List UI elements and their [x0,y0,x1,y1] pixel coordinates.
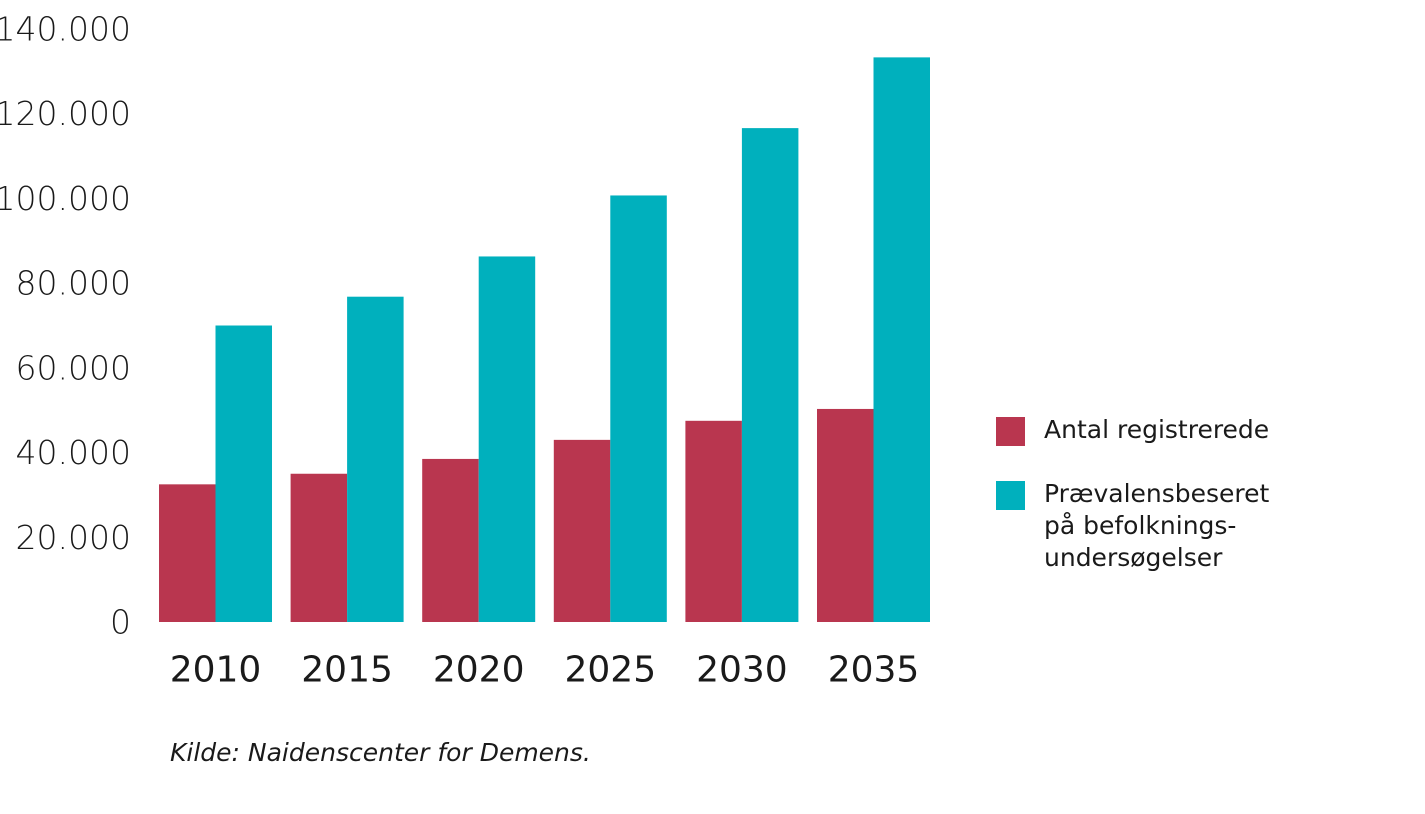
y-tick-label: 20.000 [16,518,131,557]
y-axis-ticks: 0 20.000 40.000 60.000 80.000 100.000 120.000 1… [0,10,131,642]
bar-prevalence [478,256,536,622]
x-tick-label: 2010 [170,650,262,691]
bar-registered [553,439,611,622]
x-tick-label: 2030 [696,650,788,691]
legend: Antal registrerede Prævalensbeseret på b… [996,414,1356,606]
y-tick-label: 80.000 [16,264,131,303]
legend-item-prevalence: Prævalensbeseret på befolknings- undersø… [996,478,1356,574]
y-tick-label: 0 [110,603,131,642]
bars [159,57,930,623]
bar-registered [290,473,348,622]
x-axis-labels: 2010 2015 2020 2025 2030 2035 [170,650,920,691]
bar-prevalence [610,195,667,623]
legend-label-prevalence: Prævalensbeseret på befolknings- undersø… [1044,479,1270,572]
bar-prevalence [741,128,799,622]
legend-swatch-prevalence [996,481,1025,510]
bar-registered [422,458,479,622]
bar-registered [159,484,216,622]
x-tick-label: 2025 [564,650,656,691]
y-tick-label: 100.000 [0,179,131,218]
bar-prevalence [347,296,404,622]
bar-registered [685,420,742,622]
y-tick-label: 140.000 [0,10,131,49]
legend-label-registered: Antal registrerede [1044,415,1270,444]
y-tick-label: 120.000 [0,94,131,133]
y-tick-label: 60.000 [16,348,131,387]
y-tick-label: 40.000 [16,433,131,472]
legend-item-registered: Antal registrerede [996,414,1356,446]
x-tick-label: 2015 [301,650,393,691]
bar-prevalence [873,57,930,623]
legend-swatch-registered [996,417,1025,446]
x-tick-label: 2020 [433,650,525,691]
bar-registered [817,408,874,622]
source-note: Kilde: Naidenscenter for Demens. [170,738,591,767]
bar-prevalence [215,325,272,622]
x-tick-label: 2035 [828,650,920,691]
